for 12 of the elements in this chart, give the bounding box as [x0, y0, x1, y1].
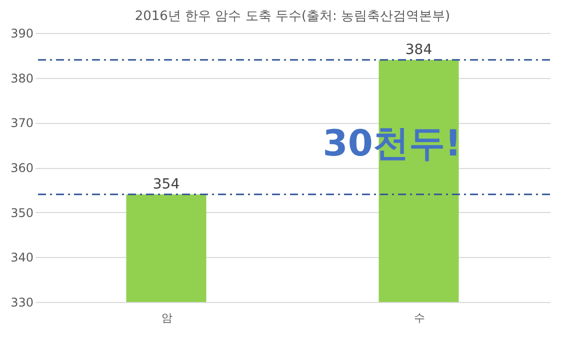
y-tick-label: 380: [10, 71, 34, 86]
x-tick-label: 암: [161, 312, 172, 324]
y-tick-label: 390: [10, 26, 34, 40]
y-tick-label: 360: [10, 161, 34, 175]
x-tick-label: 수: [414, 312, 425, 324]
y-tick-label: 370: [10, 116, 34, 130]
data-label: 354: [152, 176, 180, 192]
data-label: 384: [405, 42, 432, 58]
y-tick-label: 340: [10, 250, 34, 265]
y-tick-label: 330: [10, 296, 34, 310]
y-tick-label: 350: [10, 206, 34, 220]
chart-title: 2016년 한우 암수 도축 두수(출처: 농림축산검역본부): [134, 9, 450, 24]
